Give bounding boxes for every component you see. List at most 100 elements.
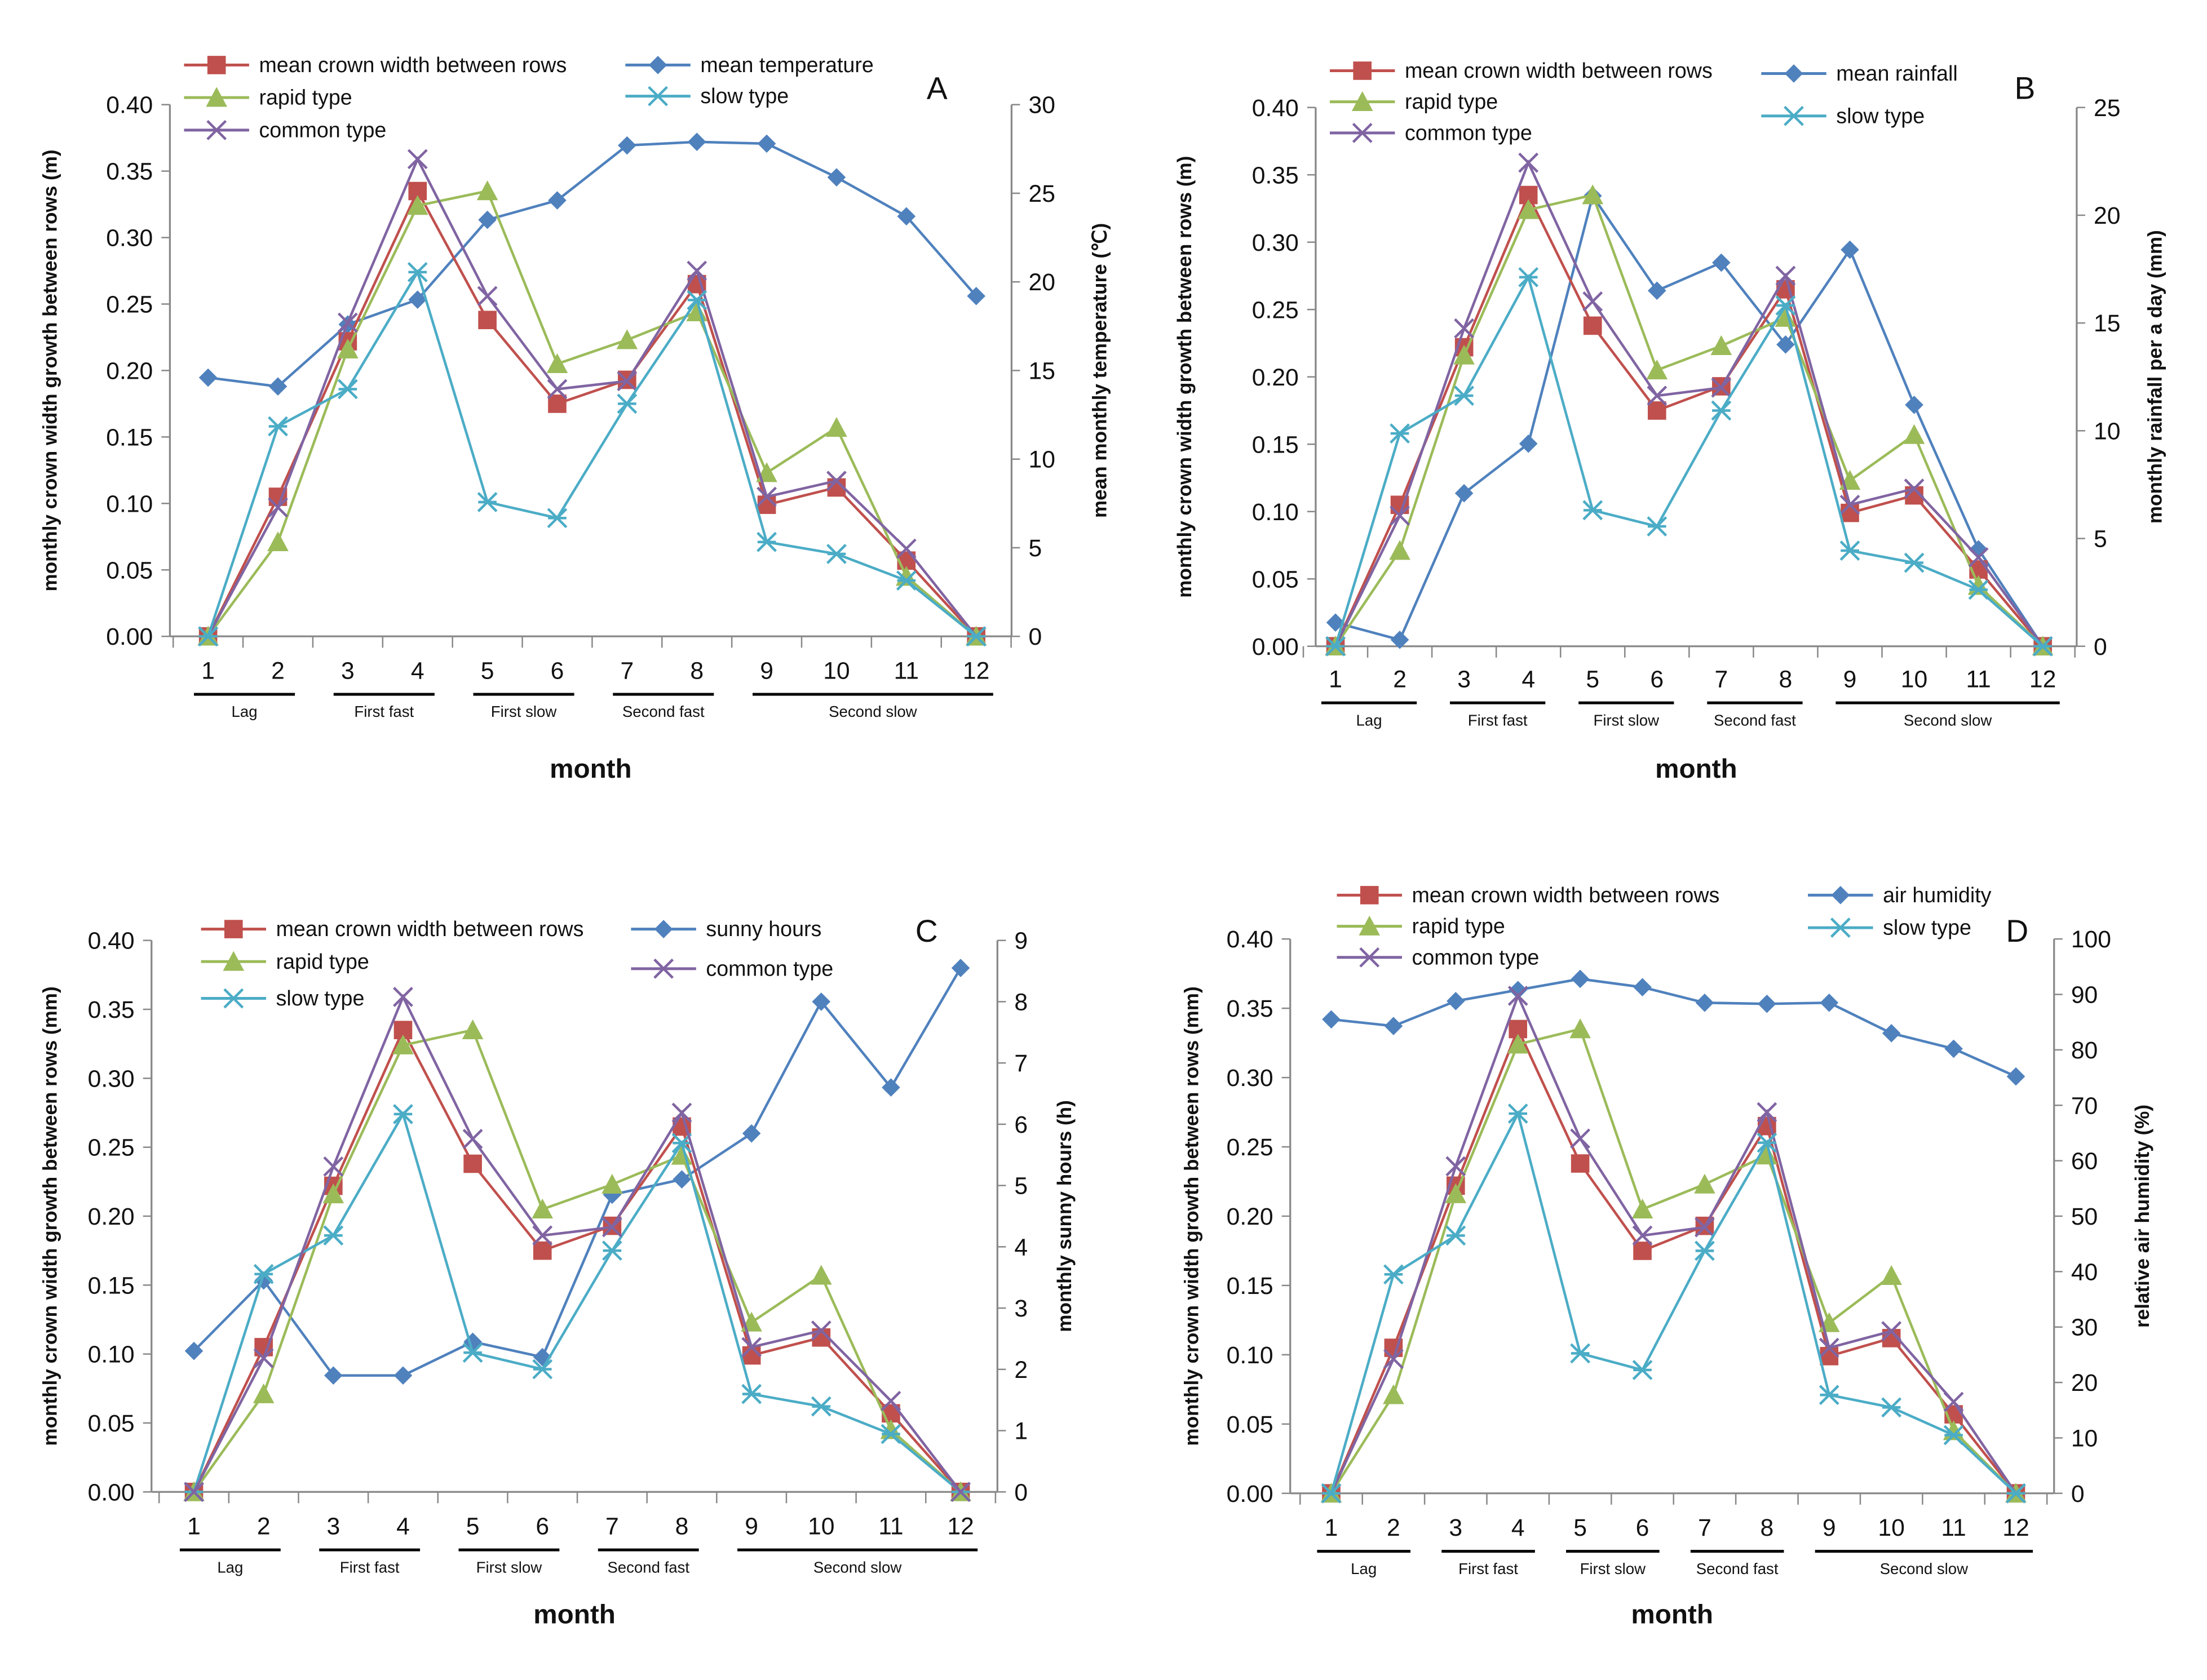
data-point xyxy=(476,180,498,201)
data-point xyxy=(337,338,359,358)
data-point xyxy=(1445,1156,1466,1177)
data-point xyxy=(950,1482,971,1502)
data-point xyxy=(966,626,987,647)
data-point xyxy=(617,393,638,414)
data-point xyxy=(184,1341,204,1360)
series-rapid-type xyxy=(197,180,987,646)
data-point xyxy=(1694,1173,1715,1194)
y-tick-label: 0.05 xyxy=(88,1410,135,1437)
legend-item: air humidity xyxy=(1808,883,1992,907)
y-tick-label: 0.10 xyxy=(1252,499,1299,526)
phase-label: Second slow xyxy=(829,703,917,720)
legend-label: rapid type xyxy=(1412,914,1505,938)
data-point xyxy=(253,1264,274,1284)
data-point xyxy=(897,207,916,226)
x-tick-label: 9 xyxy=(1823,1514,1836,1541)
data-point xyxy=(407,261,428,282)
y2-axis-title: relative air humidity (%) xyxy=(2131,1105,2153,1328)
y-tick-label: 0.05 xyxy=(106,557,153,584)
data-point xyxy=(810,1265,832,1285)
x-tick-label: 8 xyxy=(1760,1514,1773,1541)
data-point xyxy=(826,471,847,491)
data-point xyxy=(1569,1018,1591,1039)
data-point xyxy=(1757,1102,1777,1123)
x-tick-label: 3 xyxy=(1449,1514,1462,1541)
legend-label: air humidity xyxy=(1883,883,1992,907)
legend-marker xyxy=(648,56,667,74)
y2-tick-label: 3 xyxy=(1014,1295,1028,1322)
data-point xyxy=(407,149,428,170)
series-common-type xyxy=(1321,986,2026,1504)
phase-label: Second fast xyxy=(622,703,705,720)
y-tick-label: 0.25 xyxy=(88,1134,135,1162)
legend-marker xyxy=(1831,886,1850,905)
legend-label: rapid type xyxy=(1405,90,1498,113)
data-point xyxy=(323,1225,344,1246)
series-line xyxy=(1334,192,2044,648)
data-point xyxy=(742,1346,761,1365)
legend-label: common type xyxy=(706,956,833,980)
y-tick-label: 0.30 xyxy=(1252,229,1299,256)
x-tick-label: 4 xyxy=(396,1513,410,1540)
x-tick-label: 11 xyxy=(878,1513,903,1540)
phase-label: Second slow xyxy=(813,1558,902,1576)
data-point xyxy=(322,1183,344,1204)
legend-item: rapid type xyxy=(184,86,352,109)
series-line xyxy=(206,269,978,637)
data-point xyxy=(616,329,638,349)
data-point xyxy=(1711,400,1732,421)
x-axis-title: month xyxy=(550,754,632,784)
data-point xyxy=(267,531,289,552)
data-point xyxy=(532,1198,554,1219)
data-point xyxy=(2032,636,2053,657)
y2-tick-label: 100 xyxy=(2071,926,2111,953)
data-point xyxy=(1389,540,1410,560)
data-point xyxy=(1775,265,1796,286)
x-tick-label: 10 xyxy=(808,1513,834,1540)
data-point xyxy=(1646,359,1668,380)
legend-marker xyxy=(207,56,226,74)
data-point xyxy=(1819,1337,1839,1358)
data-point xyxy=(811,1320,832,1341)
y2-tick-label: 6 xyxy=(1014,1111,1028,1138)
y2-tick-label: 40 xyxy=(2071,1258,2098,1286)
y2-tick-label: 15 xyxy=(2094,310,2120,337)
y-tick-label: 0.20 xyxy=(1252,364,1299,391)
x-tick-label: 12 xyxy=(2002,1514,2029,1541)
data-point xyxy=(1509,981,1528,999)
legend-marker xyxy=(206,87,228,107)
data-point xyxy=(1383,1384,1404,1404)
x-tick-label: 5 xyxy=(1586,666,1599,693)
series-line xyxy=(193,1029,962,1493)
y-tick-label: 0.25 xyxy=(106,291,153,318)
phase-label: First slow xyxy=(491,703,557,720)
y-tick-label: 0.30 xyxy=(1227,1065,1273,1092)
data-point xyxy=(1518,199,1540,219)
data-point xyxy=(2006,1483,2026,1504)
x-tick-label: 7 xyxy=(620,657,634,684)
legend-item: slow type xyxy=(1808,916,1971,939)
data-point xyxy=(1571,969,1590,989)
y-tick-label: 0.10 xyxy=(1227,1342,1273,1369)
legend-label: slow type xyxy=(700,84,789,108)
legend-item: common type xyxy=(1337,945,1539,969)
data-point xyxy=(1841,240,1859,259)
x-tick-label: 8 xyxy=(690,657,704,684)
x-tick-label: 12 xyxy=(947,1513,974,1540)
data-point xyxy=(1446,992,1465,1010)
data-point xyxy=(1631,1198,1653,1218)
data-point xyxy=(1820,1347,1839,1366)
legend-item: common type xyxy=(631,956,833,980)
data-point xyxy=(478,311,497,330)
legend-marker xyxy=(1351,91,1373,111)
data-point xyxy=(1819,1385,1839,1406)
legend-marker xyxy=(223,951,245,971)
series-line xyxy=(193,967,962,1377)
data-point xyxy=(1839,494,1860,515)
legend-label: slow type xyxy=(1836,104,1925,127)
y-tick-label: 0.20 xyxy=(1227,1203,1273,1230)
data-point xyxy=(1321,1483,1342,1504)
data-point xyxy=(1383,1349,1404,1369)
x-tick-label: 6 xyxy=(536,1513,549,1540)
